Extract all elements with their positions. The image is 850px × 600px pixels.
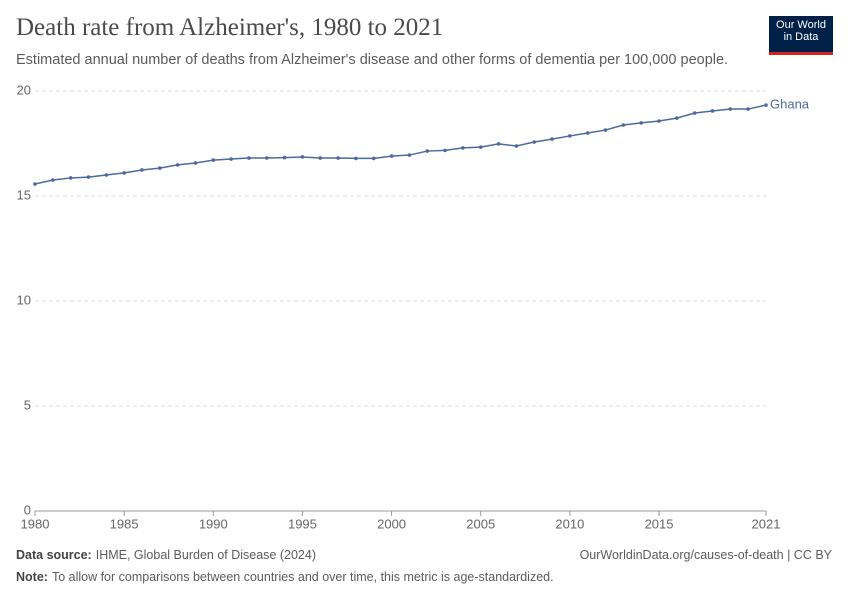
point bbox=[158, 166, 162, 170]
point bbox=[728, 107, 733, 111]
point bbox=[568, 134, 572, 138]
x-tick-label: 1980 bbox=[21, 516, 50, 531]
url[interactable]: OurWorldinData.org/causes-of-death | CC … bbox=[579, 548, 832, 562]
source: Data source: IHME, Global Burden of Disea… bbox=[16, 548, 316, 562]
point bbox=[532, 140, 537, 144]
point bbox=[68, 176, 73, 180]
point bbox=[496, 142, 501, 146]
source-text: IHME, Global Burden of Disease (2024) bbox=[95, 548, 316, 562]
note-label: Note: bbox=[16, 570, 48, 584]
point bbox=[86, 175, 91, 179]
y-tick-label: 5 bbox=[24, 397, 31, 412]
source-label: Data source: bbox=[16, 548, 92, 562]
point bbox=[657, 119, 661, 123]
point bbox=[443, 148, 447, 153]
point bbox=[621, 123, 626, 127]
chart: 0 5 10 15 20 1980 1985 1990 1995 2000 2005 2010 2015… bbox=[17, 82, 810, 531]
point bbox=[710, 109, 715, 113]
y-tick-label: 20 bbox=[17, 82, 31, 97]
point bbox=[318, 156, 323, 160]
y-tick-label: 0 bbox=[24, 502, 31, 517]
point bbox=[407, 153, 412, 157]
y-tick-label: 15 bbox=[17, 187, 31, 202]
x-tick-label: 1995 bbox=[288, 516, 317, 531]
point bbox=[140, 168, 144, 172]
x-tick-label: 2000 bbox=[377, 516, 406, 531]
point bbox=[675, 116, 679, 120]
y-tick-label: 10 bbox=[17, 292, 31, 307]
point bbox=[282, 155, 287, 160]
point bbox=[354, 156, 358, 161]
point bbox=[603, 128, 608, 132]
point bbox=[104, 173, 109, 177]
point bbox=[300, 155, 305, 159]
point bbox=[247, 156, 251, 160]
x-tick-label: 1990 bbox=[199, 516, 228, 531]
point bbox=[51, 178, 55, 182]
point bbox=[193, 161, 198, 165]
logo-text: Our World bbox=[776, 19, 826, 31]
point bbox=[692, 111, 697, 115]
point bbox=[389, 154, 394, 158]
point bbox=[425, 149, 430, 153]
note-text: To allow for comparisons between countri… bbox=[51, 570, 554, 584]
series-label: Ghana bbox=[770, 97, 810, 112]
point bbox=[264, 156, 269, 160]
point bbox=[585, 131, 590, 135]
x-tick-label: 2021 bbox=[752, 516, 781, 531]
series-line bbox=[34, 104, 767, 185]
point bbox=[211, 158, 216, 162]
point bbox=[461, 146, 465, 150]
chart-title: Death rate from Alzheimer's, 1980 to 202… bbox=[16, 14, 444, 41]
logo-text: in Data bbox=[783, 31, 819, 43]
point bbox=[514, 144, 519, 148]
point bbox=[371, 156, 376, 161]
point bbox=[478, 145, 483, 149]
point bbox=[175, 163, 180, 167]
x-tick-label: 2005 bbox=[466, 516, 495, 531]
x-tick-label: 2010 bbox=[555, 516, 584, 531]
x-tick-label: 1985 bbox=[110, 516, 139, 531]
point bbox=[122, 171, 126, 175]
point bbox=[639, 121, 643, 125]
chart-subtitle: Estimated annual number of deaths from A… bbox=[16, 52, 729, 68]
point bbox=[229, 157, 233, 161]
point bbox=[336, 156, 340, 160]
x-tick-label: 2015 bbox=[645, 516, 674, 531]
point bbox=[764, 103, 768, 107]
logo[interactable]: Our World in Data bbox=[769, 16, 833, 55]
point bbox=[33, 182, 37, 186]
note: Note: To allow for comparisons between co… bbox=[16, 570, 554, 584]
point bbox=[746, 107, 750, 111]
point bbox=[550, 137, 554, 141]
